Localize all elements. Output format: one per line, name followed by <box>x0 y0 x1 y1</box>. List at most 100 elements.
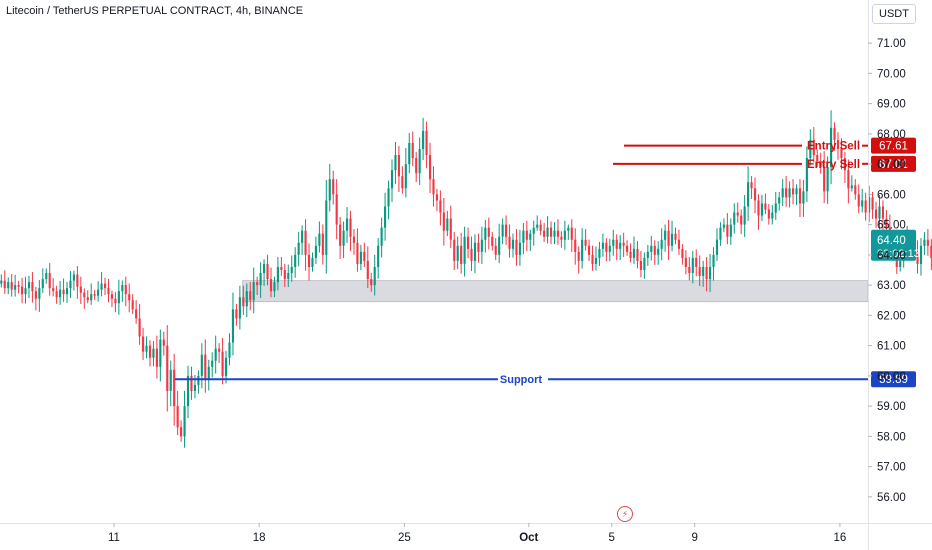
candle-body <box>778 197 781 204</box>
candle-body <box>549 227 553 237</box>
candle-body <box>45 273 48 280</box>
candle-body <box>214 348 217 361</box>
candle-body <box>515 239 518 255</box>
time-tick-label: 16 <box>834 532 847 544</box>
candle-body <box>771 212 774 219</box>
candle-body <box>328 179 331 201</box>
candle-body <box>850 185 853 189</box>
candle-body <box>774 203 777 213</box>
candle-body <box>453 239 456 261</box>
price-tick-label: 62.00 <box>877 310 906 322</box>
entry-price-tag: 67.01 <box>879 159 908 171</box>
candle-body <box>657 248 660 255</box>
candle-body <box>840 149 843 159</box>
candle-body <box>587 245 591 255</box>
current-price-tag-bg <box>871 229 916 261</box>
price-tick-label: 58.00 <box>877 431 906 443</box>
candle-body <box>24 288 27 295</box>
candle-body <box>753 188 757 201</box>
candle-body <box>529 233 532 240</box>
candle-body <box>259 273 262 286</box>
candle-body <box>173 369 176 407</box>
candle-body <box>833 127 836 140</box>
entry-price-tag-bg <box>871 137 916 154</box>
candle-body <box>141 336 145 352</box>
candle-body <box>204 354 207 379</box>
chart-title: Litecoin / TetherUS PERPETUAL CONTRACT, … <box>6 5 304 17</box>
candle-body <box>297 242 300 255</box>
candle-body <box>228 342 231 358</box>
price-tick-label: 61.00 <box>877 341 906 353</box>
candle-body <box>321 233 324 255</box>
price-tick-label: 57.00 <box>877 462 906 474</box>
support-label: Support <box>500 374 542 386</box>
candle-body <box>422 130 425 149</box>
candle-body <box>162 339 165 346</box>
candle-body <box>667 230 670 246</box>
lightning-icon[interactable]: ⚡ <box>617 506 633 522</box>
candle-body <box>563 230 566 240</box>
candle-body <box>570 227 573 240</box>
candle-body <box>470 248 473 261</box>
candle-body <box>76 274 79 287</box>
candle-body <box>245 291 248 307</box>
candle-body <box>148 345 152 358</box>
candle-body <box>307 254 311 267</box>
candle-body <box>532 227 535 234</box>
candle-body <box>52 288 55 292</box>
time-tick-label: 11 <box>108 532 120 544</box>
candle-body <box>522 230 525 243</box>
candle-body <box>138 318 141 337</box>
currency-selector[interactable]: USDT <box>872 4 916 24</box>
candle-body <box>31 282 34 292</box>
candle-body <box>556 230 560 237</box>
price-tick-label: 67.00 <box>877 159 906 171</box>
candle-body <box>684 257 687 267</box>
candle-body <box>38 288 41 299</box>
candle-body <box>501 224 504 237</box>
candle-body <box>629 251 632 258</box>
candle-body <box>93 294 96 296</box>
candle-body <box>314 245 318 258</box>
candle-body <box>27 282 31 289</box>
candle-body <box>639 260 642 270</box>
price-tick-label: 60.00 <box>877 371 906 383</box>
candle-body <box>460 245 463 264</box>
candle-body <box>726 224 729 237</box>
candle-body <box>256 282 259 286</box>
candle-body <box>169 369 172 391</box>
candle-body <box>802 191 805 204</box>
candle-body <box>370 279 373 286</box>
candle-body <box>266 263 269 280</box>
candle-body <box>567 227 570 231</box>
entry-price-tag: 67.61 <box>879 141 908 153</box>
candle-body <box>608 245 611 252</box>
candle-body <box>384 206 387 228</box>
candle-body <box>59 289 62 298</box>
support-zone[interactable] <box>242 280 869 303</box>
candle-body <box>868 197 871 213</box>
candle-body <box>124 285 127 295</box>
candle-body <box>601 242 604 249</box>
price-tick-label: 70.00 <box>877 68 906 80</box>
candle-body <box>180 427 183 437</box>
candle-body <box>211 360 214 367</box>
candle-body <box>691 257 694 274</box>
candle-body <box>536 224 539 228</box>
candle-body <box>823 167 826 192</box>
candle-body <box>304 230 307 255</box>
candle-body <box>41 279 44 289</box>
candle-body <box>349 218 352 237</box>
candle-body <box>505 224 508 237</box>
candle-body <box>791 188 795 195</box>
price-tick-label: 56.00 <box>877 492 906 504</box>
candle-body <box>235 309 238 319</box>
candle-body <box>3 280 6 289</box>
countdown-label: 02:02:13 <box>877 248 920 260</box>
candle-body <box>456 245 459 261</box>
candle-body <box>881 206 885 219</box>
candle-body <box>861 200 864 207</box>
candle-body <box>55 291 58 298</box>
